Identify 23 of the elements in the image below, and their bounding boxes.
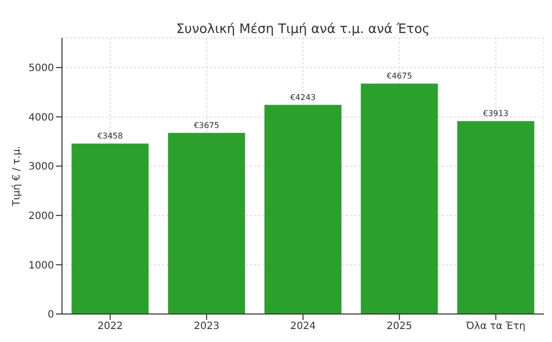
x-tick-label: Όλα τα Έτη bbox=[465, 321, 526, 332]
data-label: €4243 bbox=[290, 92, 316, 102]
chart-title: Συνολική Μέση Τιμή ανά τ.μ. ανά Έτος bbox=[175, 22, 431, 37]
x-tick-label: 2022 bbox=[97, 321, 123, 332]
bar bbox=[168, 132, 246, 314]
y-tick-label: 1000 bbox=[28, 260, 54, 272]
data-label: €3458 bbox=[97, 132, 123, 141]
data-label: €4675 bbox=[386, 72, 412, 81]
y-tick-label: 5000 bbox=[28, 63, 54, 74]
bar bbox=[72, 144, 149, 314]
data-label: €3675 bbox=[194, 120, 220, 130]
y-tick-label: 3000 bbox=[28, 162, 54, 173]
bar bbox=[360, 84, 438, 314]
bar bbox=[457, 121, 534, 314]
y-tick-label: 2000 bbox=[28, 210, 54, 222]
bar bbox=[264, 104, 342, 314]
y-tick-label: 4000 bbox=[28, 112, 54, 124]
data-label: €3913 bbox=[483, 109, 508, 118]
x-tick-label: 2023 bbox=[194, 321, 220, 332]
x-tick-label: 2025 bbox=[386, 321, 412, 332]
y-tick-label: 0 bbox=[48, 310, 54, 321]
y-axis-title: Τιμή € / τ.μ. bbox=[12, 146, 23, 208]
x-tick-label: 2024 bbox=[290, 321, 316, 332]
